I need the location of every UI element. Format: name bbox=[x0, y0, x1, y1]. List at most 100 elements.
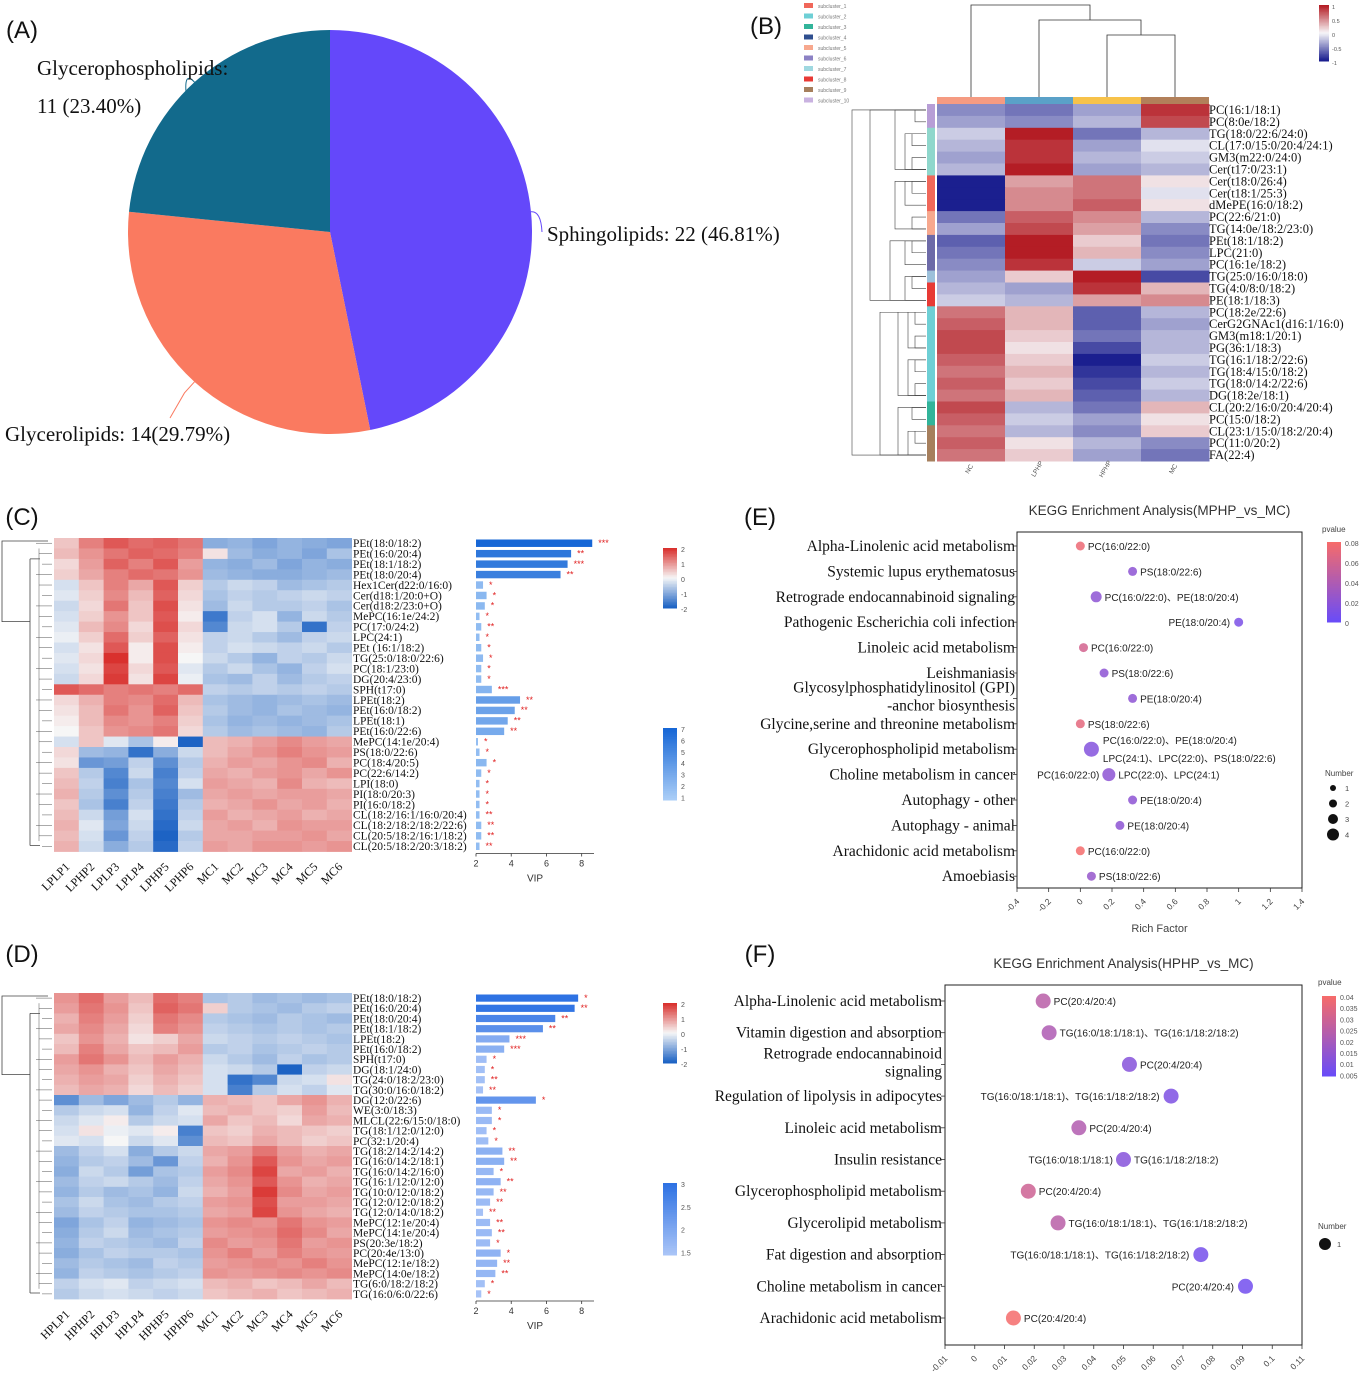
heatmap-cell bbox=[277, 747, 303, 758]
column-dendrogram bbox=[1038, 19, 1142, 97]
colorbar-segment bbox=[663, 1048, 677, 1050]
heatmap-cell bbox=[103, 1095, 129, 1106]
heatmap-cell bbox=[1073, 413, 1142, 426]
heatmap-cell bbox=[202, 809, 228, 821]
heatmap-cell bbox=[178, 611, 204, 622]
heatmap-cell bbox=[252, 1033, 278, 1045]
bubble-point bbox=[1193, 1247, 1209, 1263]
heatmap-cell bbox=[277, 652, 303, 664]
heatmap-cell bbox=[178, 1125, 204, 1137]
heatmap-cell bbox=[277, 1054, 303, 1065]
heatmap-cell bbox=[128, 621, 154, 633]
colorbar-segment bbox=[663, 549, 677, 552]
pvalue-colorbar-segment bbox=[1327, 548, 1341, 551]
heatmap-cell bbox=[227, 538, 253, 549]
heatmap-cell bbox=[277, 788, 303, 800]
heatmap-cell bbox=[103, 726, 129, 737]
point-label: PE(18:0/20:4) bbox=[1140, 694, 1202, 705]
colorbar-segment bbox=[663, 1049, 677, 1052]
pvalue-colorbar-segment bbox=[1327, 552, 1341, 555]
heatmap-cell bbox=[153, 652, 179, 664]
heatmap-cell bbox=[277, 663, 303, 675]
x-tick-label: -0.01 bbox=[929, 1353, 950, 1374]
vip-colorbar-segment bbox=[663, 1204, 677, 1207]
number-legend-dot bbox=[1319, 1238, 1331, 1250]
heatmap-cell bbox=[1141, 104, 1210, 117]
heatmap-cell bbox=[178, 820, 204, 831]
colorbar-segment bbox=[1319, 9, 1329, 12]
vip-colorbar-segment bbox=[663, 794, 677, 797]
heatmap-cell bbox=[227, 767, 253, 779]
vip-colorbar-segment bbox=[663, 1240, 677, 1243]
heatmap-cell bbox=[202, 1207, 228, 1218]
heatmap-cell bbox=[54, 642, 80, 654]
heatmap-cell bbox=[1073, 342, 1142, 355]
heatmap-cell bbox=[302, 736, 328, 748]
heatmap-cell bbox=[103, 1186, 129, 1198]
heatmap-cell bbox=[252, 1146, 278, 1157]
heatmap-cell bbox=[252, 1135, 278, 1147]
heatmap-cell bbox=[78, 1207, 104, 1218]
heatmap-cell bbox=[202, 1033, 228, 1045]
heatmap-cell bbox=[153, 1064, 179, 1075]
heatmap-cell bbox=[326, 1135, 352, 1147]
heatmap-cell bbox=[178, 788, 204, 800]
heatmap-cell bbox=[326, 820, 352, 831]
heatmap-cell bbox=[227, 1115, 253, 1126]
bubble-point bbox=[1128, 693, 1138, 703]
bubble-point bbox=[1075, 541, 1085, 551]
y-category-label: Fat digestion and absorption bbox=[766, 1247, 942, 1264]
heatmap-cell bbox=[252, 1074, 278, 1086]
heatmap-cell bbox=[1005, 115, 1074, 129]
heatmap-cell bbox=[128, 1288, 154, 1300]
x-tick-label: 0.8 bbox=[1196, 896, 1212, 912]
row-label: PI(18:0/20:3) bbox=[353, 789, 415, 801]
heatmap-cell bbox=[252, 1013, 278, 1024]
heatmap-cell bbox=[227, 642, 253, 654]
heatmap-cell bbox=[202, 694, 228, 706]
row-label: TG(25:0/16:0/18:0) bbox=[1209, 270, 1308, 284]
row-label: CL(20:5/18:2/20:3/18:2) bbox=[353, 841, 467, 853]
heatmap-cell bbox=[153, 694, 179, 706]
row-label: MePC(16:1e/24:2) bbox=[353, 611, 439, 623]
heatmap-cell bbox=[153, 1033, 179, 1045]
colorbar-tick: 2 bbox=[681, 547, 685, 554]
pvalue-tick: 0.04 bbox=[1340, 995, 1354, 1002]
panel-letter: (D) bbox=[5, 941, 38, 968]
row-label: TG(12:0/14:0/18:2) bbox=[353, 1207, 444, 1219]
heatmap-cell bbox=[202, 1197, 228, 1208]
x-tick-label: 0.04 bbox=[1079, 1353, 1098, 1372]
colorbar-segment bbox=[663, 575, 677, 577]
heatmap-cell bbox=[326, 652, 352, 664]
pvalue-tick: 0.025 bbox=[1340, 1029, 1358, 1036]
heatmap-cell bbox=[128, 1176, 154, 1188]
heatmap-cell bbox=[153, 600, 179, 612]
colorbar-segment bbox=[663, 584, 677, 586]
row-label: LPC(21:0) bbox=[1209, 246, 1262, 260]
heatmap-cell bbox=[252, 600, 278, 612]
vip-bar bbox=[476, 602, 485, 610]
vip-star: ** bbox=[503, 1258, 511, 1268]
heatmap-cell bbox=[202, 1003, 228, 1014]
vip-colorbar-segment bbox=[663, 728, 677, 731]
heatmap-cell bbox=[252, 1237, 278, 1249]
heatmap-cell bbox=[54, 694, 80, 706]
colorbar-segment bbox=[663, 563, 677, 565]
pvalue-colorbar-segment bbox=[1322, 1066, 1336, 1069]
heatmap-cell bbox=[252, 1268, 278, 1279]
heatmap-cell bbox=[326, 1084, 352, 1096]
heatmap-cell bbox=[252, 663, 278, 675]
vip-bar bbox=[476, 779, 480, 788]
heatmap-cell bbox=[252, 757, 278, 769]
heatmap-cell bbox=[937, 211, 1006, 224]
colorbar-segment bbox=[663, 1046, 677, 1049]
pie-leader bbox=[185, 77, 195, 93]
heatmap-cell bbox=[153, 1207, 179, 1218]
legend-swatch bbox=[804, 24, 813, 29]
heatmap-cell bbox=[153, 767, 179, 779]
colorbar-tick: -2 bbox=[681, 1062, 687, 1069]
vip-colorbar-tick: 2 bbox=[681, 1228, 685, 1235]
heatmap-cell bbox=[277, 705, 303, 717]
pie-slice bbox=[330, 30, 532, 430]
column-group-bar bbox=[1141, 97, 1209, 105]
